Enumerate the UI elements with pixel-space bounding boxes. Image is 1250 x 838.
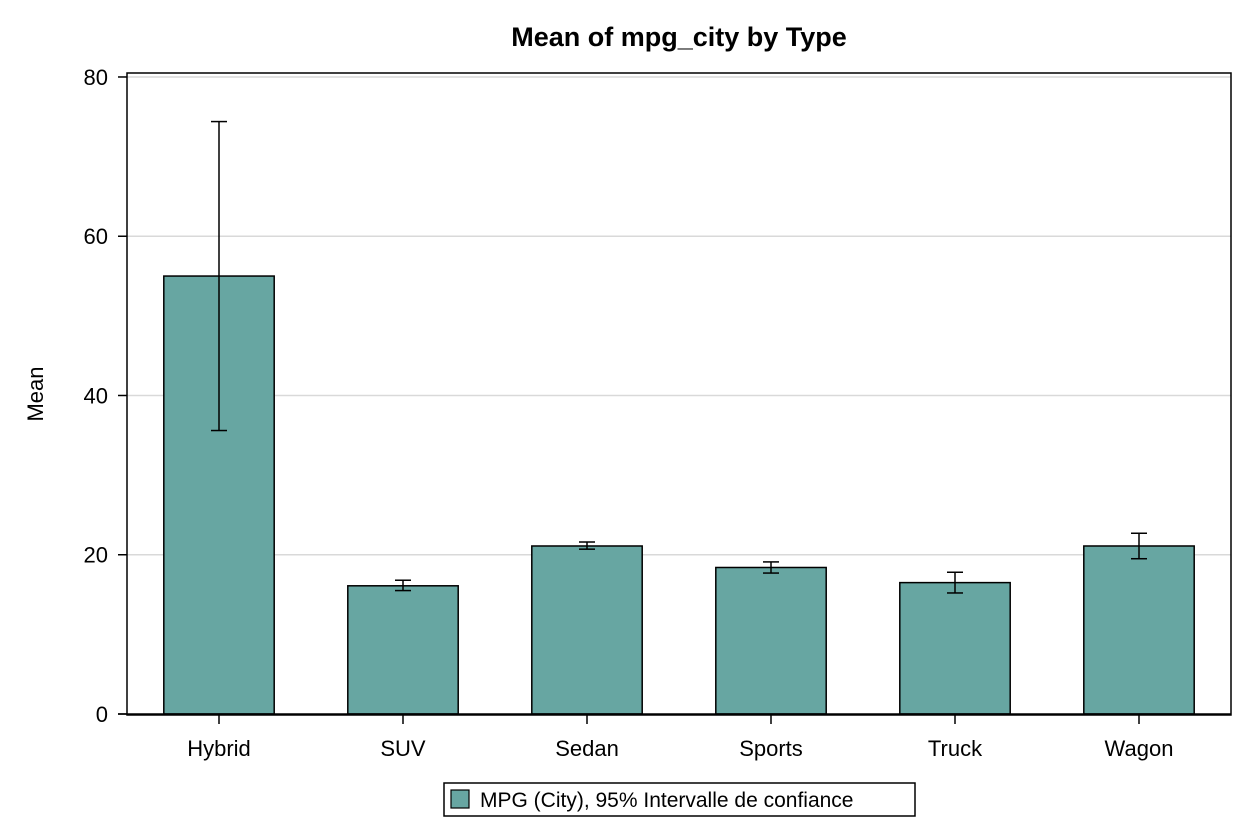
x-axis: Hybrid SUV Sedan Sports Truck Wagon <box>118 713 1231 761</box>
y-axis-label: Mean <box>23 366 48 421</box>
bar-sedan <box>531 545 643 715</box>
bar-suv <box>347 585 459 715</box>
bars <box>163 275 1195 715</box>
y-tick-label: 80 <box>84 65 108 90</box>
x-tick-label: Sedan <box>555 736 619 761</box>
legend-swatch <box>450 789 470 809</box>
x-tick-label: SUV <box>380 736 426 761</box>
legend-label: MPG (City), 95% Intervalle de confiance <box>480 789 854 812</box>
y-tick-label: 20 <box>84 543 108 568</box>
y-tick-label: 60 <box>84 224 108 249</box>
x-tick-label: Wagon <box>1105 736 1174 761</box>
chart-title: Mean of mpg_city by Type <box>511 22 847 52</box>
y-tick-label: 0 <box>96 702 108 727</box>
y-tick-label: 40 <box>84 383 108 408</box>
x-tick-label: Hybrid <box>187 736 251 761</box>
y-axis: 0 20 40 60 80 <box>84 65 127 727</box>
error-bars <box>211 120 1147 594</box>
gridlines <box>127 76 1231 556</box>
legend-box <box>443 782 916 817</box>
bar-sports <box>715 566 827 715</box>
bar-wagon <box>1083 545 1195 715</box>
bar-truck <box>899 581 1011 715</box>
x-tick-label: Truck <box>928 736 983 761</box>
plot-frame <box>126 72 1232 716</box>
legend: MPG (City), 95% Intervalle de confiance <box>443 782 916 817</box>
x-tick-label: Sports <box>739 736 803 761</box>
